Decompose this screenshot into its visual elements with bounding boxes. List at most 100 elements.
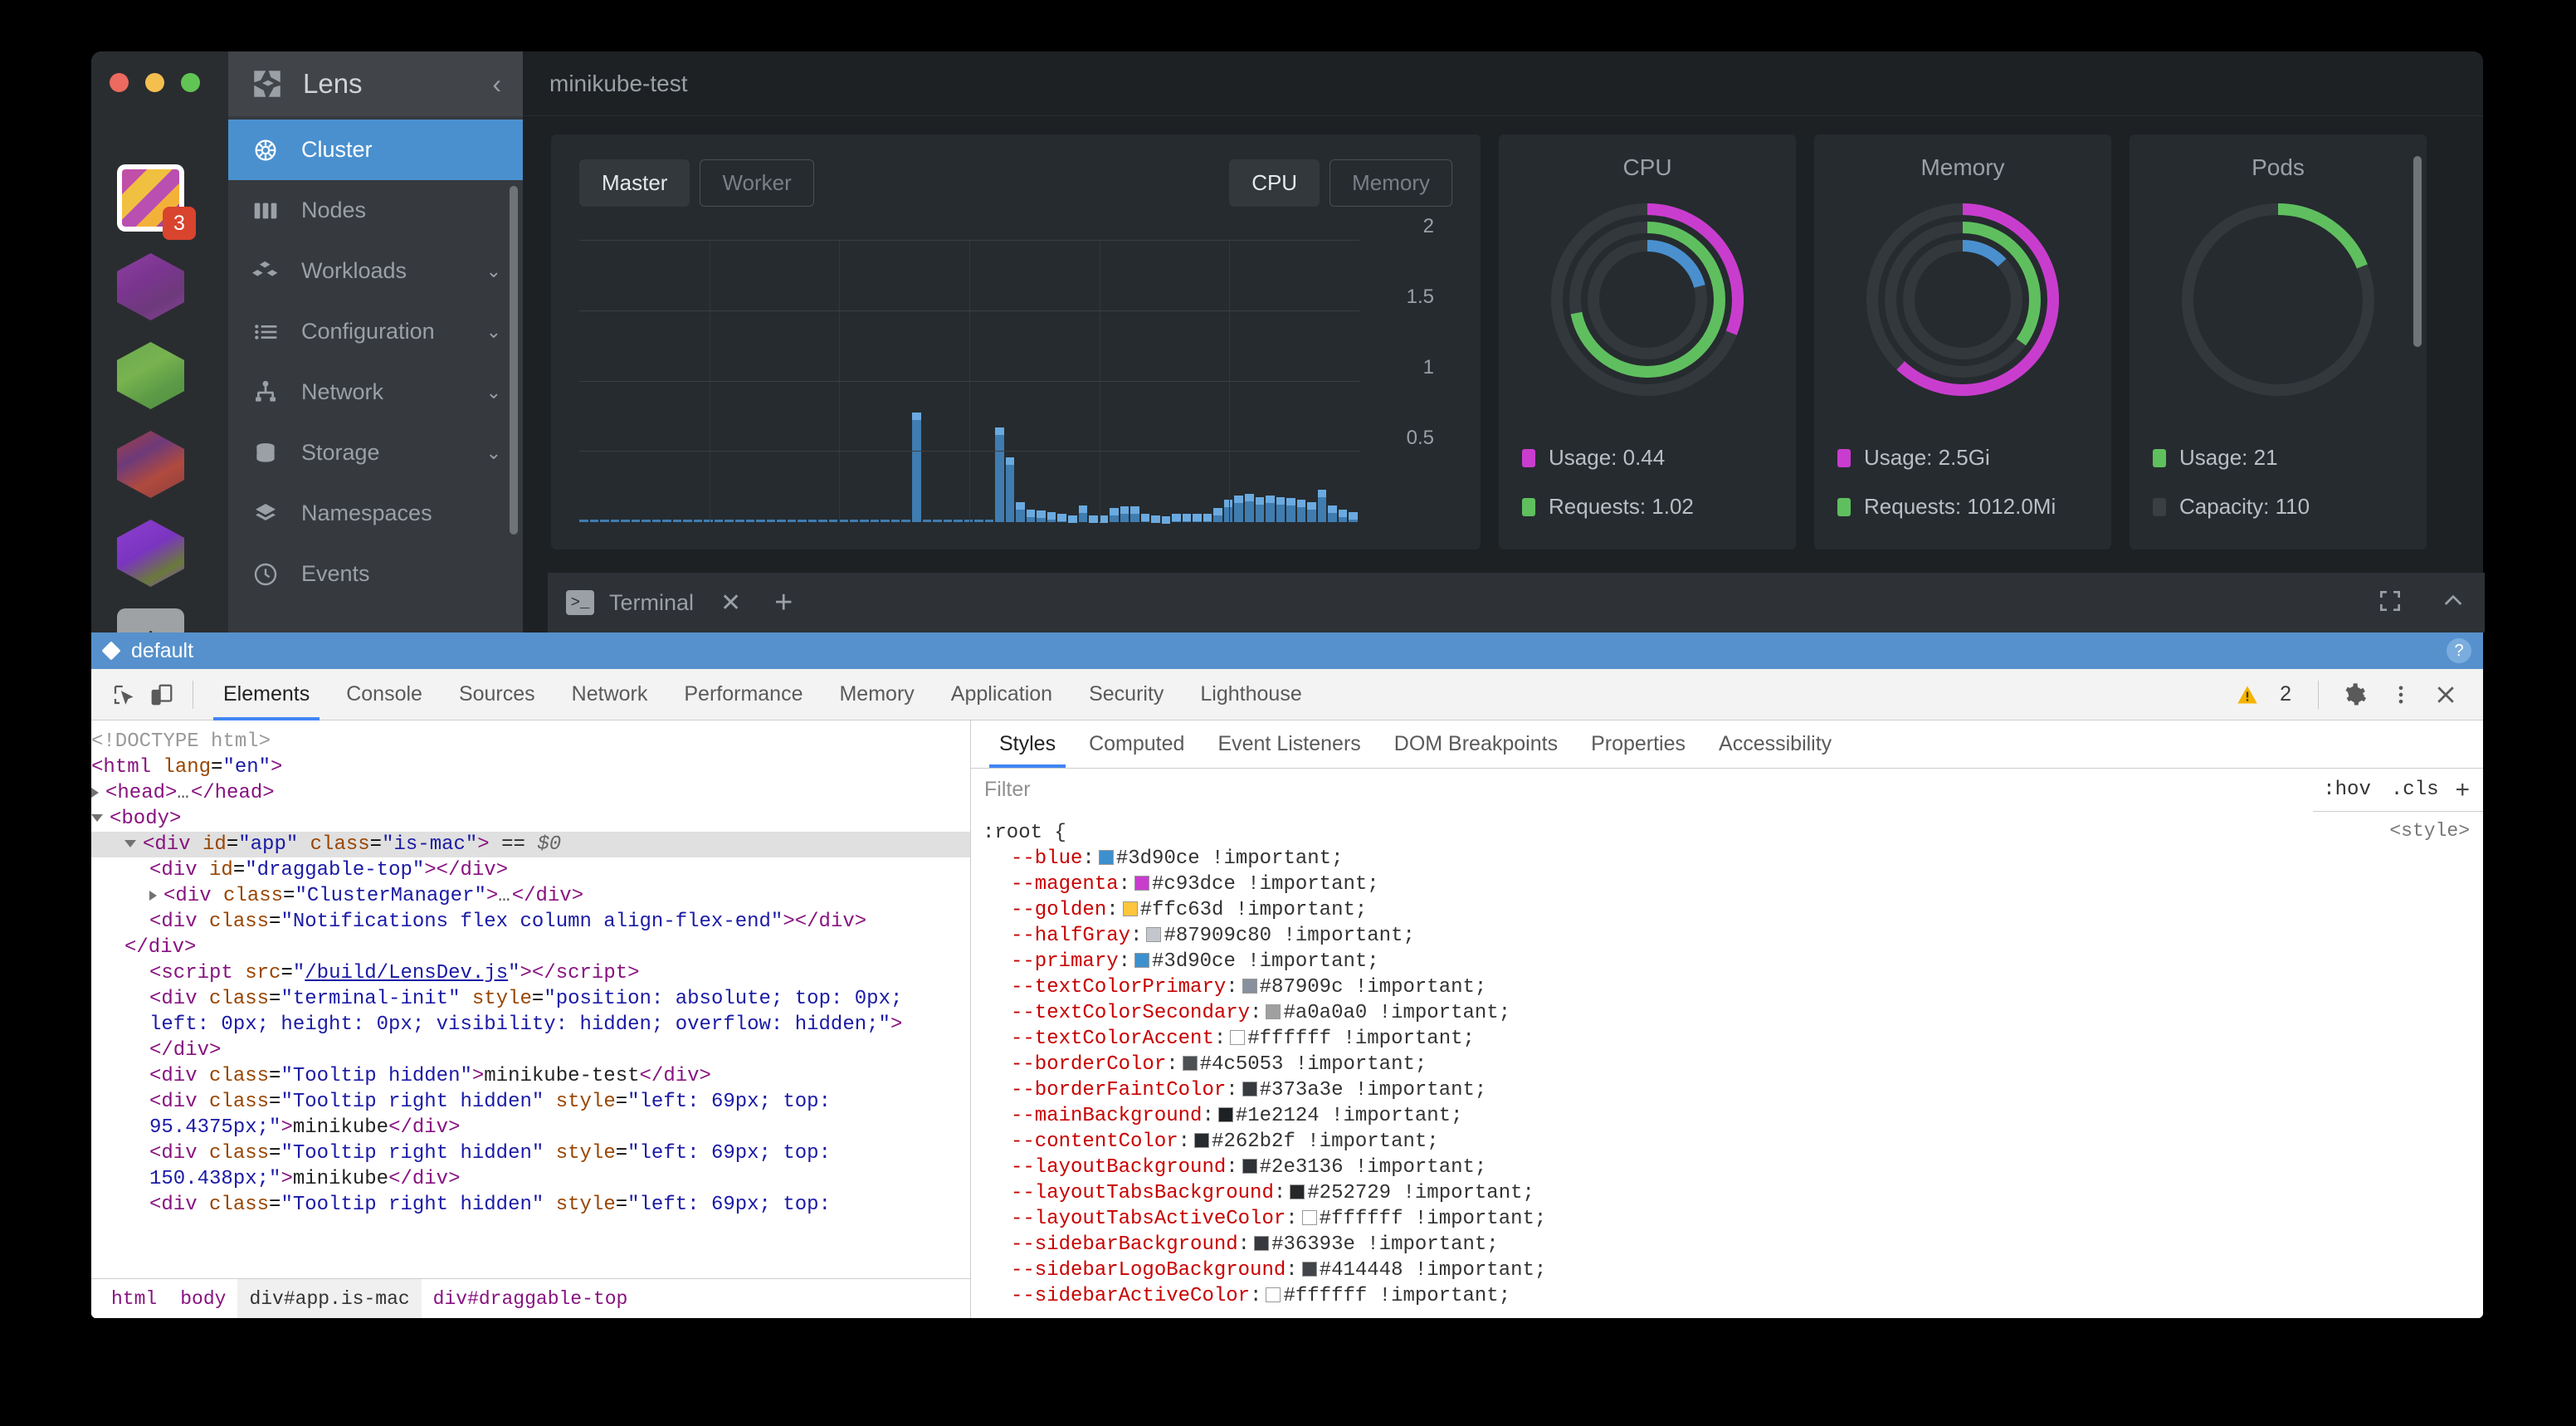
tab-elements[interactable]: Elements	[205, 669, 328, 720]
css-declaration[interactable]: --halfGray: #87909c80 !important;	[1011, 925, 1415, 947]
window-traffic-lights	[110, 73, 200, 92]
css-declaration[interactable]: --layoutBackground: #2e3136 !important;	[1011, 1156, 1487, 1179]
dom-node-line[interactable]: <div class="Notifications flex column al…	[149, 911, 867, 933]
css-declaration[interactable]: --layoutTabsBackground: #252729 !importan…	[1011, 1182, 1534, 1204]
css-declaration[interactable]: --borderFaintColor: #373a3e !important;	[1011, 1079, 1487, 1101]
kebab-menu-icon[interactable]	[2382, 676, 2420, 714]
tab-lighthouse[interactable]: Lighthouse	[1200, 682, 1302, 706]
dom-node-line[interactable]: <div class="Tooltip right hidden" style=…	[149, 1194, 831, 1216]
css-declaration[interactable]: --sidebarBackground: #36393e !important;	[1011, 1233, 1499, 1256]
warning-triangle-icon[interactable]	[2228, 676, 2266, 714]
dom-node-line[interactable]: <html lang="en">	[91, 756, 283, 779]
css-declaration[interactable]: --textColorPrimary: #87909c !important;	[1011, 976, 1487, 999]
style-source-link[interactable]: <style>	[2389, 820, 2470, 842]
dom-node-line[interactable]: </div>	[124, 936, 197, 959]
dom-node-line[interactable]: </div>	[149, 1039, 222, 1062]
dom-node-line[interactable]: <div class="ClusterManager">…</div>	[91, 883, 970, 909]
cls-toggle[interactable]: .cls	[2390, 779, 2439, 801]
dom-node-line[interactable]: <div id="draggable-top"></div>	[149, 859, 509, 881]
device-toolbar-icon[interactable]	[143, 676, 181, 714]
chevron-down-icon[interactable]: ⌄	[485, 260, 501, 281]
tab-application[interactable]: Application	[950, 682, 1053, 706]
add-terminal-button[interactable]: +	[774, 584, 793, 620]
dom-node-line[interactable]: <div class="Tooltip hidden">minikube-tes…	[149, 1065, 711, 1087]
dom-node-line[interactable]: <div id="app" class="is-mac"> == $0	[91, 832, 970, 857]
sidebar-item-events[interactable]: Events	[228, 544, 523, 604]
css-declaration[interactable]: --mainBackground: #1e2124 !important;	[1011, 1105, 1463, 1127]
css-declaration[interactable]: --golden: #ffc63d !important;	[1011, 899, 1368, 921]
maximize-window-button[interactable]	[181, 73, 200, 92]
close-window-button[interactable]	[110, 73, 129, 92]
minimize-window-button[interactable]	[145, 73, 164, 92]
cubes-icon	[250, 256, 281, 287]
sidebar-item-configuration[interactable]: Configuration ⌄	[228, 301, 523, 362]
css-declaration[interactable]: --layoutTabsActiveColor: #ffffff !importa…	[1011, 1208, 1547, 1230]
tab-memory[interactable]: Memory	[839, 682, 915, 706]
sidebar-item-nodes[interactable]: Nodes	[228, 180, 523, 241]
chevron-up-icon[interactable]	[2440, 588, 2466, 618]
css-declaration[interactable]: --borderColor: #4c5053 !important;	[1011, 1053, 1427, 1076]
breadcrumb-item[interactable]: div#draggable-top	[432, 1287, 628, 1310]
breadcrumb-item[interactable]: div#app.is-mac	[237, 1278, 422, 1318]
gear-icon[interactable]	[2337, 676, 2375, 714]
cluster-avatar-5[interactable]	[117, 520, 184, 587]
css-declaration[interactable]: --blue: #3d90ce !important;	[1011, 847, 1344, 870]
tab-security[interactable]: Security	[1089, 682, 1164, 706]
chevron-left-icon[interactable]: ‹	[492, 68, 501, 99]
dom-node-line[interactable]: <body>	[91, 806, 970, 832]
worker-tab[interactable]: Worker	[700, 159, 814, 207]
css-declaration[interactable]: --sidebarLogoBackground: #414448 !importa…	[1011, 1259, 1547, 1282]
css-declaration[interactable]: --magenta: #c93dce !important;	[1011, 873, 1379, 896]
tab-network[interactable]: Network	[571, 682, 648, 706]
dom-tree[interactable]: <!DOCTYPE html> <html lang="en"> <head>…</…	[91, 720, 970, 1218]
sidebar-item-workloads[interactable]: Workloads ⌄	[228, 241, 523, 301]
hov-toggle[interactable]: :hov	[2323, 779, 2371, 801]
close-icon[interactable]	[2427, 676, 2465, 714]
filter-input[interactable]	[971, 768, 2314, 812]
tab-sources[interactable]: Sources	[458, 682, 535, 706]
expand-icon[interactable]	[2377, 588, 2403, 618]
styles-tab-accessibility[interactable]: Accessibility	[1719, 732, 1832, 755]
chevron-down-icon[interactable]: ⌄	[485, 381, 501, 403]
styles-tab-dom-breakpoints[interactable]: DOM Breakpoints	[1393, 732, 1559, 755]
dom-node-line[interactable]: <div class="Tooltip right hidden" style=…	[149, 1091, 843, 1139]
memory-tab[interactable]: Memory	[1329, 159, 1452, 207]
inspect-element-icon[interactable]	[105, 676, 143, 714]
close-icon[interactable]: ✕	[720, 588, 742, 617]
css-declaration[interactable]: --textColorAccent: #ffffff !important;	[1011, 1028, 1475, 1050]
dom-node-line[interactable]: <div class="Tooltip right hidden" style=…	[149, 1142, 843, 1190]
dom-node-line[interactable]: <script src="/build/LensDev.js"></script…	[149, 962, 640, 984]
css-declaration[interactable]: --contentColor: #262b2f !important;	[1011, 1131, 1439, 1153]
chevron-down-icon[interactable]: ⌄	[485, 442, 501, 463]
sidebar-scrollbar[interactable]	[510, 186, 518, 535]
dom-node-line[interactable]: <!DOCTYPE html>	[91, 730, 271, 753]
cluster-avatar-2[interactable]	[117, 253, 184, 320]
css-declaration[interactable]: --sidebarActiveColor: #ffffff !important;	[1011, 1285, 1511, 1307]
cluster-avatar-1[interactable]: 3	[117, 164, 196, 240]
sidebar-item-storage[interactable]: Storage ⌄	[228, 422, 523, 483]
master-tab[interactable]: Master	[579, 159, 690, 207]
sidebar-item-namespaces[interactable]: Namespaces	[228, 483, 523, 544]
tab-performance[interactable]: Performance	[684, 682, 803, 706]
dom-node-line[interactable]: <head>…</head>	[91, 780, 970, 806]
css-declaration[interactable]: --primary: #3d90ce !important;	[1011, 950, 1379, 973]
styles-tab-computed[interactable]: Computed	[1089, 732, 1185, 755]
sidebar-item-network[interactable]: Network ⌄	[228, 362, 523, 422]
css-declaration[interactable]: --textColorSecondary: #a0a0a0 !important;	[1011, 1002, 1511, 1024]
breadcrumb-item[interactable]: body	[180, 1287, 227, 1310]
help-icon[interactable]: ?	[2447, 638, 2471, 663]
cpu-tab[interactable]: CPU	[1229, 159, 1320, 207]
styles-tab-styles[interactable]: Styles	[983, 720, 1072, 768]
chevron-down-icon[interactable]: ⌄	[485, 320, 501, 342]
cluster-avatar-3[interactable]	[117, 342, 184, 409]
styles-tab-event-listeners[interactable]: Event Listeners	[1217, 732, 1361, 755]
dom-node-line[interactable]: <div class="terminal-init" style="positi…	[149, 988, 915, 1036]
styles-tab-properties[interactable]: Properties	[1591, 732, 1686, 755]
sidebar-item-cluster[interactable]: Cluster	[228, 120, 523, 180]
panels-scrollbar[interactable]	[2413, 156, 2422, 347]
tab-console[interactable]: Console	[346, 682, 422, 706]
cluster-avatar-4[interactable]	[117, 431, 184, 498]
new-style-rule-button[interactable]: +	[2455, 775, 2470, 803]
breadcrumb-item[interactable]: html	[111, 1287, 158, 1310]
terminal-tab[interactable]: >_ Terminal ✕	[566, 588, 741, 618]
